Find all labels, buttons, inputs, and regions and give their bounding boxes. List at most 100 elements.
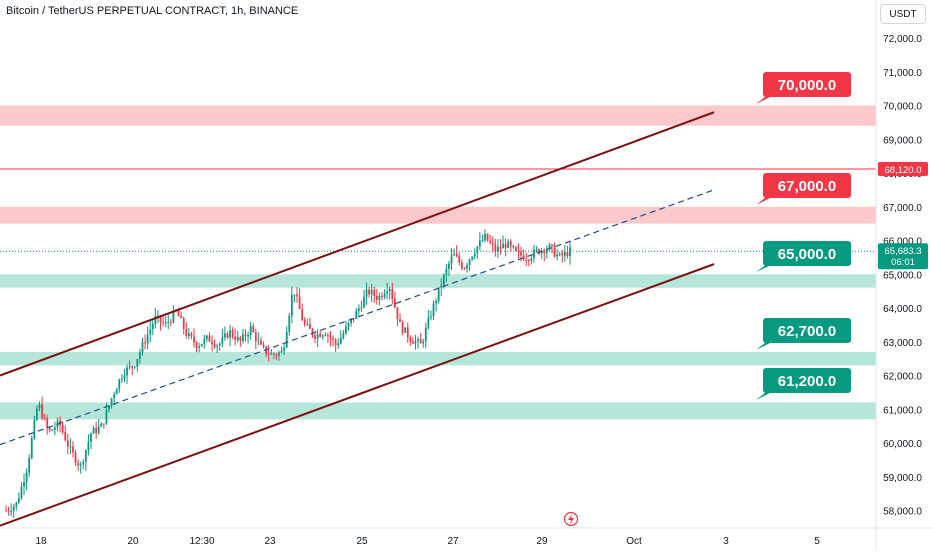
candle-body	[533, 249, 535, 259]
candle-body	[48, 428, 51, 431]
candle-body	[427, 317, 430, 328]
candle-body	[563, 251, 566, 256]
candle-body	[515, 247, 517, 251]
candle-body	[296, 294, 298, 297]
candle-body	[120, 378, 123, 380]
candle-body	[92, 427, 95, 434]
candle-body	[208, 335, 211, 342]
candle-body	[396, 307, 399, 320]
candle-body	[481, 240, 484, 242]
lightning-icon-ring	[563, 511, 579, 527]
candle-body	[164, 322, 167, 324]
candle-body	[205, 335, 208, 339]
candle-body	[337, 343, 340, 346]
candle-body	[522, 255, 525, 260]
candle-body	[275, 355, 278, 357]
candle-body	[435, 300, 437, 304]
level-label: 62,700.0	[756, 318, 851, 350]
candle-body	[231, 330, 234, 337]
candle-body	[162, 322, 164, 324]
candle-body	[308, 324, 311, 329]
candle-body	[316, 333, 319, 339]
alert-price-tag	[878, 161, 928, 176]
channel-lower-line	[0, 263, 715, 527]
level-label: 67,000.0	[756, 173, 851, 205]
level-label: 65,000.0	[756, 241, 851, 272]
time-tick-label: 25	[356, 536, 368, 547]
candle-body	[489, 240, 492, 243]
candle-body	[419, 339, 422, 344]
level-label-box	[763, 318, 851, 343]
candle-body	[496, 246, 499, 252]
price-tick-label: 62,000.0	[883, 372, 922, 383]
candle-body	[203, 338, 206, 344]
candle-body	[23, 481, 25, 487]
candle-body	[535, 249, 538, 251]
candle-body	[126, 367, 128, 376]
candle-body	[218, 344, 221, 346]
candle-body	[43, 417, 46, 419]
candle-body	[551, 244, 553, 247]
candle-body	[257, 340, 260, 342]
candle-body	[20, 486, 23, 499]
candle-body	[97, 426, 100, 433]
candle-body	[285, 331, 288, 348]
candle-body	[15, 502, 18, 507]
candle-body	[306, 324, 309, 326]
level-label-box	[763, 241, 851, 266]
candle-body	[417, 339, 419, 342]
candle-body	[185, 328, 188, 336]
candle-body	[430, 316, 432, 318]
candle-body	[213, 344, 216, 347]
candle-body	[100, 423, 103, 427]
candle-body	[460, 262, 463, 269]
candle-body	[466, 265, 468, 269]
candle-body	[458, 256, 461, 263]
currency-button[interactable]: USDT	[880, 4, 926, 24]
level-label-pointer	[756, 389, 778, 400]
candle-body	[339, 337, 342, 344]
lines-layer	[0, 111, 715, 527]
candle-body	[128, 366, 131, 368]
candle-body	[252, 326, 255, 332]
candle-body	[494, 244, 497, 252]
candle-body	[342, 333, 345, 338]
time-tick-label: 29	[536, 536, 548, 547]
candle-body	[180, 316, 183, 319]
candle-body	[133, 366, 136, 368]
candle-body	[226, 333, 229, 338]
candle-body	[77, 462, 80, 466]
candle-body	[270, 353, 273, 355]
candle-body	[108, 405, 110, 410]
level-label: 70,000.0	[756, 72, 851, 104]
candle-body	[244, 334, 247, 337]
candle-body	[10, 510, 13, 512]
level-label-pointer	[756, 194, 778, 205]
candle-body	[84, 450, 87, 463]
candle-body	[25, 472, 28, 482]
candle-body	[95, 427, 98, 433]
level-label-text: 61,200.0	[778, 373, 836, 390]
candle-body	[383, 293, 386, 297]
candle-body	[404, 327, 407, 333]
candles-layer	[5, 229, 571, 518]
candle-body	[347, 323, 350, 327]
candle-body	[118, 379, 121, 390]
candle-body	[182, 318, 185, 329]
candle-body	[33, 419, 36, 439]
candle-body	[149, 329, 152, 335]
candle-body	[38, 404, 41, 409]
candle-body	[543, 250, 546, 254]
candle-body	[74, 452, 77, 463]
candle-body	[144, 342, 146, 344]
candle-body	[455, 253, 458, 257]
candle-body	[502, 244, 504, 249]
candle-body	[224, 333, 226, 338]
candle-body	[249, 326, 252, 335]
candle-body	[424, 327, 427, 342]
candle-body	[491, 242, 494, 245]
countdown-text: 06:01	[891, 257, 915, 268]
candle-body	[512, 245, 515, 248]
